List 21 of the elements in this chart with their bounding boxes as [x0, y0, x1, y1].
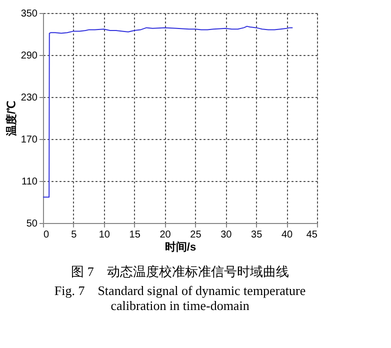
x-tick-label: 35	[251, 230, 263, 240]
y-tick-label: 170	[20, 134, 38, 146]
x-tick-label: 5	[71, 230, 78, 240]
x-tick-label: 10	[98, 230, 110, 240]
x-tick-label: 20	[160, 230, 172, 240]
y-tick-label: 110	[22, 176, 38, 188]
x-tick-label: 30	[220, 230, 232, 240]
x-tick-label: 45	[306, 230, 318, 240]
line-series	[42, 26, 294, 198]
y-tick-label: 50	[26, 218, 38, 230]
y-tick-label: 290	[20, 50, 38, 62]
text: Fig. 7 Standard signal of dynamic temperature calibration in time-domain	[54, 283, 306, 313]
x-axis-title: 时间/s	[164, 240, 196, 254]
y-tick-label: 350	[20, 8, 38, 20]
x-tick-label: 15	[129, 230, 141, 240]
x-tick-label: 25	[190, 230, 202, 240]
x-tick-label: 0	[44, 230, 50, 240]
y-axis-title: 温度/℃	[4, 100, 18, 138]
text: 图 7 动态温度校准标准信号时域曲线	[71, 264, 289, 279]
x-tick-label: 40	[281, 230, 294, 240]
y-tick-label: 230	[20, 92, 38, 104]
